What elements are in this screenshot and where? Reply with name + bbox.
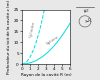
X-axis label: Rayon de la cavité R (m): Rayon de la cavité R (m): [21, 73, 71, 77]
Text: Sphère: Sphère: [45, 34, 60, 46]
Text: z: z: [86, 8, 89, 13]
Text: R: R: [87, 18, 90, 23]
Y-axis label: Profondeur du toit de la cavité z (m): Profondeur du toit de la cavité z (m): [8, 0, 12, 74]
Text: Cylindre: Cylindre: [29, 20, 36, 38]
